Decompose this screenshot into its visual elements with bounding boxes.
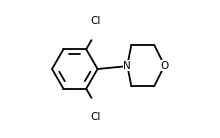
Text: N: N — [123, 61, 131, 71]
Text: O: O — [160, 61, 169, 71]
Text: Cl: Cl — [90, 16, 101, 26]
Text: Cl: Cl — [90, 112, 101, 122]
